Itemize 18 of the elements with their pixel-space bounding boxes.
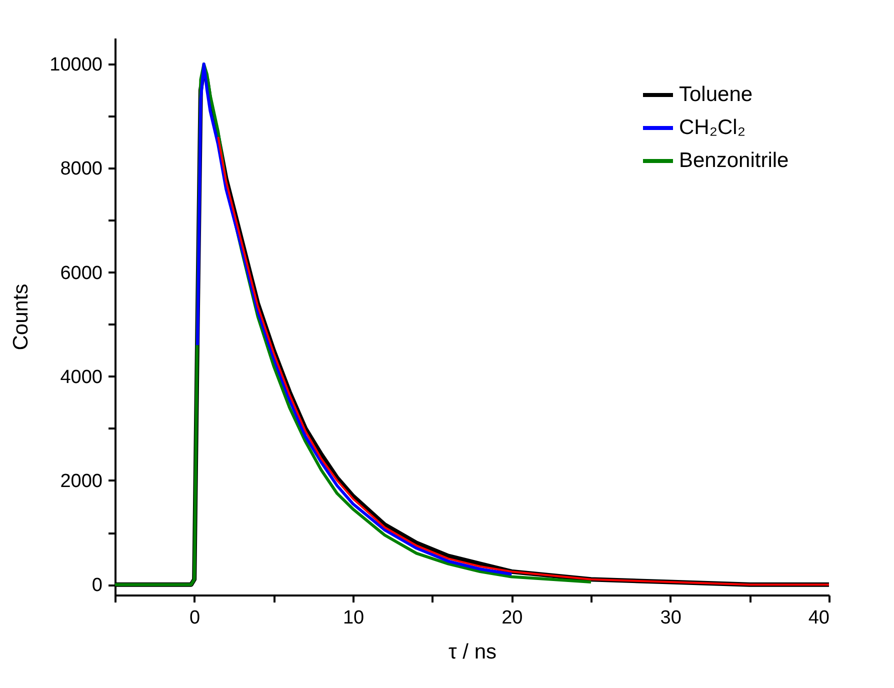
y-tick-label: 0 (92, 575, 102, 596)
legend-label: CH₂Cl₂ (679, 116, 746, 139)
x-tick-label: 0 (190, 608, 200, 628)
x-tick-label: 10 (342, 608, 364, 628)
y-tick-label: 2000 (60, 470, 102, 492)
y-axis-title: Counts (10, 284, 33, 350)
x-tick-label: 20 (502, 608, 523, 628)
legend-label: Benzonitrile (679, 149, 789, 172)
y-tick-label: 6000 (60, 262, 102, 284)
legend-label: Toluene (679, 83, 753, 106)
y-tick-label: 8000 (60, 158, 102, 180)
line-series (217, 136, 829, 586)
x-axis-title: τ / ns (448, 640, 496, 664)
x-tick-label: 30 (660, 608, 682, 628)
y-tick-label: 10000 (50, 54, 102, 76)
line-series (196, 62, 514, 576)
x-tick-label: 40 (808, 608, 830, 628)
y-tick-label: 4000 (60, 366, 102, 388)
